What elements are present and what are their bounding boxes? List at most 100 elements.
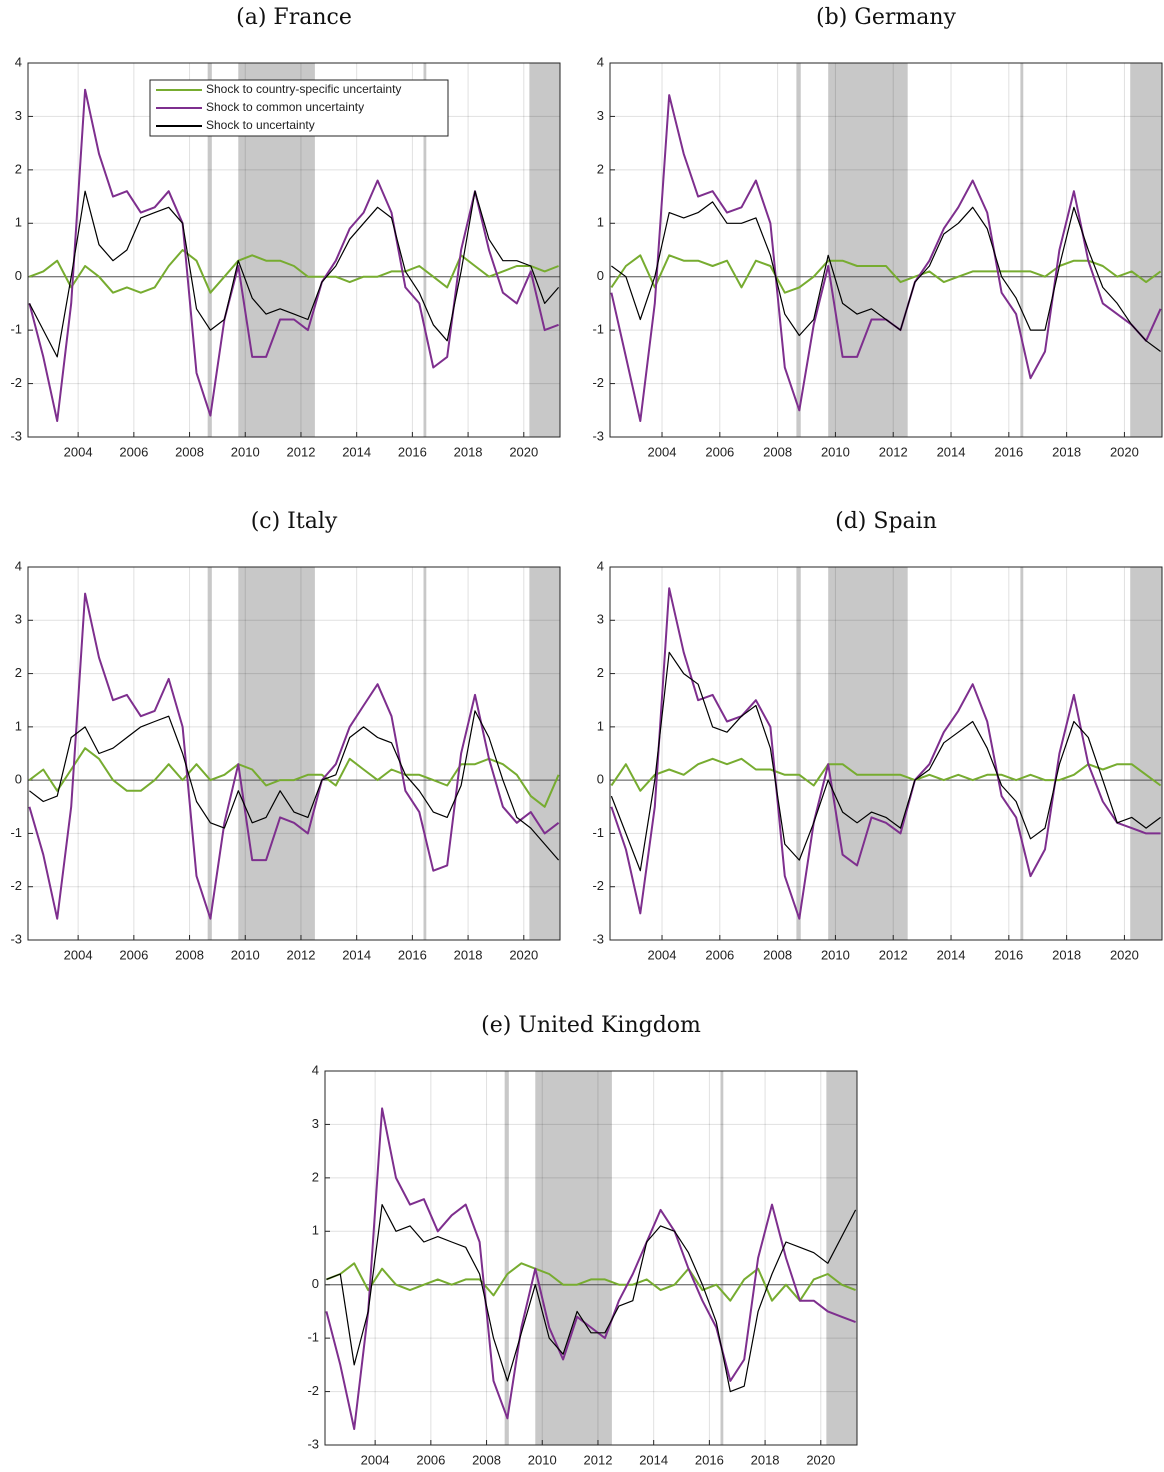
x-tick-label: 2020 bbox=[806, 1452, 835, 1467]
series-line bbox=[28, 88, 559, 422]
y-tick-label: 3 bbox=[597, 612, 604, 627]
y-tick-label: -2 bbox=[10, 878, 22, 893]
y-tick-label: -3 bbox=[10, 931, 22, 946]
shaded-region bbox=[826, 1071, 857, 1445]
y-tick-label: -2 bbox=[307, 1383, 319, 1398]
legend-label: Shock to uncertainty bbox=[206, 118, 315, 132]
y-tick-label: -3 bbox=[592, 428, 604, 443]
y-tick-label: 4 bbox=[15, 558, 22, 573]
x-tick-label: 2008 bbox=[763, 444, 792, 459]
x-tick-label: 2014 bbox=[342, 444, 371, 459]
x-tick-label: 2008 bbox=[763, 947, 792, 962]
x-tick-label: 2016 bbox=[994, 444, 1023, 459]
shaded-region bbox=[796, 63, 801, 437]
x-tick-label: 2006 bbox=[705, 947, 734, 962]
x-tick-label: 2018 bbox=[454, 947, 483, 962]
series-line bbox=[28, 592, 560, 920]
y-tick-label: 1 bbox=[312, 1223, 319, 1238]
y-tick-label: 2 bbox=[312, 1169, 319, 1184]
y-tick-label: 3 bbox=[15, 612, 22, 627]
x-tick-label: 2004 bbox=[361, 1452, 390, 1467]
x-tick-label: 2008 bbox=[175, 947, 204, 962]
y-tick-label: 2 bbox=[597, 161, 604, 176]
x-tick-label: 2018 bbox=[1052, 444, 1081, 459]
x-tick-label: 2012 bbox=[287, 947, 316, 962]
y-tick-label: -3 bbox=[10, 428, 22, 443]
x-tick-label: 2006 bbox=[705, 444, 734, 459]
chart-title: (a) France bbox=[236, 5, 352, 30]
shaded-region bbox=[828, 567, 908, 940]
y-tick-label: 3 bbox=[597, 108, 604, 123]
x-tick-label: 2018 bbox=[1052, 947, 1081, 962]
axes-box bbox=[324, 1070, 858, 1446]
y-tick-label: 0 bbox=[597, 772, 604, 787]
y-tick-label: -1 bbox=[307, 1330, 319, 1345]
shaded-region bbox=[1020, 63, 1024, 437]
y-tick-label: -1 bbox=[10, 322, 22, 337]
x-tick-label: 2020 bbox=[1110, 444, 1139, 459]
shaded-region bbox=[207, 63, 212, 437]
x-tick-label: 2004 bbox=[64, 444, 93, 459]
x-tick-label: 2004 bbox=[64, 947, 93, 962]
y-tick-label: 1 bbox=[15, 215, 22, 230]
shaded-region bbox=[1130, 567, 1162, 940]
series-line bbox=[326, 1204, 857, 1393]
chart-title: (c) Italy bbox=[251, 509, 338, 534]
y-tick-label: -1 bbox=[10, 825, 22, 840]
y-tick-label: 2 bbox=[15, 161, 22, 176]
y-tick-label: 4 bbox=[597, 54, 604, 69]
x-tick-label: 2012 bbox=[584, 1452, 613, 1467]
chart-title: (e) United Kingdom bbox=[481, 1013, 701, 1038]
y-tick-label: 4 bbox=[15, 54, 22, 69]
legend-label: Shock to common uncertainty bbox=[206, 100, 364, 114]
y-tick-label: 3 bbox=[15, 108, 22, 123]
y-tick-label: 0 bbox=[597, 268, 604, 283]
y-tick-label: 2 bbox=[15, 665, 22, 680]
x-tick-label: 2018 bbox=[751, 1452, 780, 1467]
chart-title: (d) Spain bbox=[835, 509, 937, 534]
x-tick-label: 2016 bbox=[398, 947, 427, 962]
x-tick-label: 2014 bbox=[937, 947, 966, 962]
y-tick-label: -2 bbox=[10, 375, 22, 390]
series-line bbox=[326, 1262, 856, 1302]
y-tick-label: -2 bbox=[592, 375, 604, 390]
shaded-region bbox=[796, 567, 801, 940]
y-tick-label: -3 bbox=[592, 931, 604, 946]
axes-box bbox=[27, 62, 561, 438]
chart-title: (b) Germany bbox=[816, 5, 956, 30]
series-line bbox=[29, 710, 560, 861]
y-tick-label: 4 bbox=[597, 558, 604, 573]
x-tick-label: 2008 bbox=[175, 444, 204, 459]
x-tick-label: 2016 bbox=[994, 947, 1023, 962]
shaded-region bbox=[207, 567, 212, 940]
x-tick-label: 2010 bbox=[821, 947, 850, 962]
x-tick-label: 2006 bbox=[119, 947, 148, 962]
y-tick-label: 1 bbox=[15, 718, 22, 733]
x-tick-label: 2018 bbox=[454, 444, 483, 459]
x-tick-label: 2012 bbox=[879, 444, 908, 459]
y-tick-label: 1 bbox=[597, 215, 604, 230]
shaded-region bbox=[1020, 567, 1024, 940]
shaded-region bbox=[423, 567, 427, 940]
x-tick-label: 2006 bbox=[416, 1452, 445, 1467]
y-tick-label: -1 bbox=[592, 825, 604, 840]
shaded-region bbox=[238, 567, 315, 940]
series-line bbox=[325, 1107, 856, 1430]
x-tick-label: 2014 bbox=[639, 1452, 668, 1467]
shaded-region bbox=[828, 63, 908, 437]
y-tick-label: 4 bbox=[312, 1062, 319, 1077]
shaded-region bbox=[720, 1071, 724, 1445]
axes-box bbox=[609, 62, 1163, 438]
series-line bbox=[28, 747, 560, 808]
y-tick-label: 3 bbox=[312, 1116, 319, 1131]
y-tick-label: -1 bbox=[592, 322, 604, 337]
x-tick-label: 2014 bbox=[937, 444, 966, 459]
shaded-region bbox=[1130, 63, 1162, 437]
x-tick-label: 2004 bbox=[648, 947, 677, 962]
y-tick-label: 0 bbox=[15, 772, 22, 787]
x-tick-label: 2010 bbox=[231, 947, 260, 962]
x-tick-label: 2016 bbox=[695, 1452, 724, 1467]
x-tick-label: 2020 bbox=[509, 444, 538, 459]
